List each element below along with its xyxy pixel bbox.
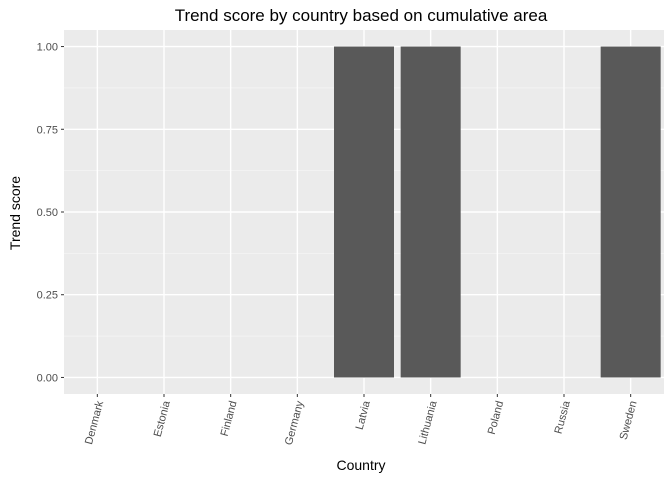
x-tick-label: Sweden — [618, 400, 640, 442]
x-tick-label: Russia — [553, 399, 574, 435]
x-tick-label: Poland — [486, 400, 506, 436]
y-tick-label: 0.00 — [37, 372, 58, 384]
x-tick-label: Latvia — [354, 399, 373, 431]
x-tick-label: Finland — [219, 400, 240, 438]
chart-title: Trend score by country based on cumulati… — [175, 6, 548, 25]
bar-sweden — [600, 46, 661, 378]
bar-lithuania — [400, 46, 461, 378]
y-axis-title: Trend score — [7, 176, 23, 250]
y-tick-label: 0.25 — [37, 290, 58, 302]
x-tick-label: Lithuania — [416, 399, 439, 446]
y-tick-label: 1.00 — [37, 42, 58, 54]
x-axis: Denmark Estonia Finland Germany Latvia Lithua… — [83, 394, 640, 446]
y-tick-label: 0.75 — [37, 124, 58, 136]
bar-latvia — [334, 46, 394, 378]
x-tick-label: Germany — [283, 399, 306, 446]
x-axis-title: Country — [336, 457, 385, 473]
x-tick-label: Estonia — [152, 399, 173, 438]
y-tick-label: 0.50 — [37, 207, 58, 219]
y-axis: 0.00 0.25 0.50 0.75 1.00 — [37, 42, 64, 384]
x-tick-label: Denmark — [83, 399, 106, 446]
bars — [334, 46, 661, 378]
